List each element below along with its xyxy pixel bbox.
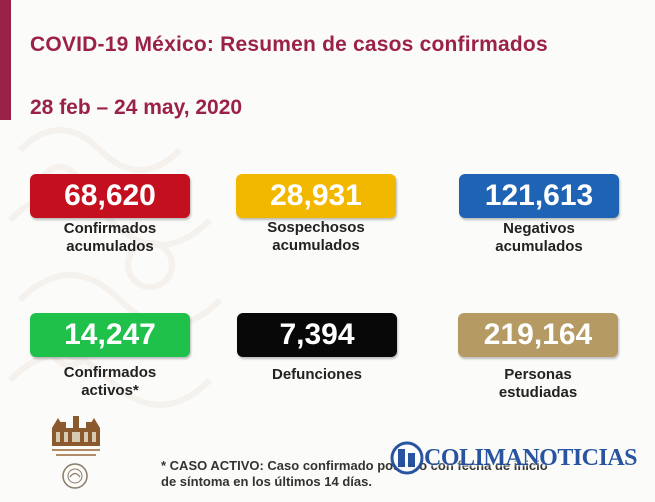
stat-label-line1: Negativos	[503, 220, 575, 237]
stat-label: Confirmados acumulados	[30, 220, 190, 256]
footnote: * CASO ACTIVO: Caso confirmado positivo …	[161, 458, 641, 490]
stat-value-box: 68,620	[30, 174, 190, 218]
stat-confirmados-activos: 14,247 Confirmados activos*	[30, 313, 190, 400]
stat-defunciones: 7,394 Defunciones	[237, 313, 397, 384]
stat-label-line1: Defunciones	[271, 366, 362, 383]
watermark-text: COLIMANOTICIAS	[424, 444, 638, 471]
watermark: COLIMANOTICIAS	[390, 440, 638, 476]
accent-bar	[0, 0, 11, 120]
stat-label-line1: Confirmados	[63, 364, 157, 381]
stat-label-line2: estudiadas	[498, 384, 578, 401]
stat-label-line2: acumulados	[272, 237, 360, 254]
stat-label-line2: activos*	[81, 382, 139, 399]
stat-label-line1: Personas	[504, 366, 572, 383]
stat-label: Confirmados activos*	[30, 364, 190, 400]
stat-value-box: 28,931	[236, 174, 396, 218]
stat-value-box: 219,164	[458, 313, 618, 357]
stat-label-line2: acumulados	[495, 238, 583, 255]
stat-label-line1: Sospechosos	[267, 219, 365, 236]
page-title: COVID-19 México: Resumen de casos confir…	[30, 33, 548, 56]
stat-sospechosos-acumulados: 28,931 Sospechosos acumulados	[236, 174, 396, 255]
seal-icon	[62, 463, 88, 489]
stat-label-line2: acumulados	[66, 238, 154, 255]
colimanoticias-logo-icon	[390, 441, 424, 475]
stat-negativos-acumulados: 121,613 Negativos acumulados	[459, 174, 619, 256]
stat-personas-estudiadas: 219,164 Personas estudiadas	[458, 313, 618, 402]
footnote-line2: de síntoma en los últimos 14 días.	[161, 474, 372, 489]
stat-value-box: 121,613	[459, 174, 619, 218]
stat-value-box: 7,394	[237, 313, 397, 357]
stat-label: Negativos acumulados	[459, 220, 619, 256]
date-range: 28 feb – 24 may, 2020	[30, 96, 243, 119]
stat-label-line1: Confirmados	[63, 220, 157, 237]
stat-label: Defunciones	[237, 366, 397, 384]
stat-value-box: 14,247	[30, 313, 190, 357]
government-emblem-icon	[52, 416, 100, 456]
footnote-line1: * CASO ACTIVO: Caso confirmado positivo …	[161, 458, 548, 473]
stat-label: Personas estudiadas	[458, 366, 618, 402]
stat-confirmados-acumulados: 68,620 Confirmados acumulados	[30, 174, 190, 256]
stat-label: Sospechosos acumulados	[236, 219, 396, 255]
